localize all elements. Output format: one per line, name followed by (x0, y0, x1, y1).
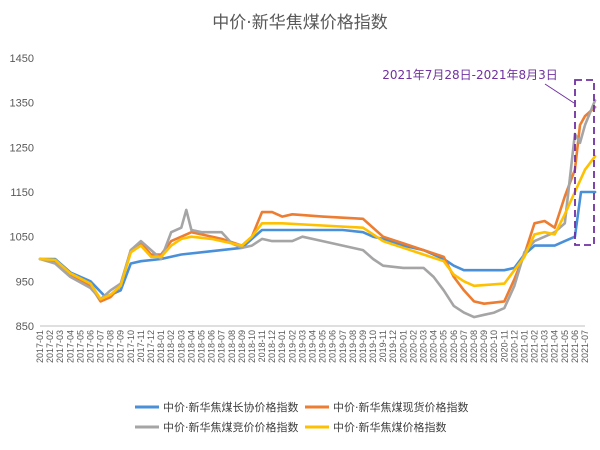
chart-title: 中价·新华焦煤价格指数 (212, 13, 387, 33)
legend-label: 中价·新华焦煤竞价价格指数 (163, 420, 299, 434)
x-tick-label: 2019-07 (338, 330, 348, 363)
x-tick-label: 2021-02 (530, 330, 540, 363)
x-tick-label: 2020-10 (489, 330, 499, 363)
y-tick-label: 1350 (10, 98, 34, 110)
x-tick-label: 2017-03 (55, 330, 65, 363)
x-tick-label: 2020-04 (429, 330, 439, 363)
x-tick-label: 2018-02 (166, 330, 176, 363)
x-tick-label: 2018-01 (156, 330, 166, 363)
x-tick-label: 2017-09 (116, 330, 126, 363)
y-tick-label: 1250 (10, 142, 34, 154)
x-tick-label: 2018-10 (247, 330, 257, 363)
y-tick-label: 850 (16, 321, 34, 333)
x-tick-label: 2019-09 (358, 330, 368, 363)
y-tick-label: 1150 (10, 187, 34, 199)
x-tick-label: 2019-08 (348, 330, 358, 363)
x-tick-label: 2017-10 (126, 330, 136, 363)
legend-label: 中价·新华焦煤现货价格指数 (333, 400, 469, 414)
x-tick-label: 2020-03 (419, 330, 429, 363)
x-tick-label: 2018-12 (267, 330, 277, 363)
annotation-leader-line (544, 83, 575, 104)
x-tick-label: 2021-01 (519, 330, 529, 363)
x-tick-label: 2018-06 (207, 330, 217, 363)
x-tick-label: 2018-03 (176, 330, 186, 363)
y-tick-label: 1450 (10, 53, 34, 65)
x-tick-label: 2017-04 (65, 330, 75, 363)
x-tick-label: 2018-07 (217, 330, 227, 363)
y-tick-label: 950 (16, 276, 34, 288)
x-tick-label: 2017-11 (136, 330, 146, 362)
x-tick-label: 2020-11 (499, 330, 509, 362)
x-tick-label: 2020-07 (459, 330, 469, 363)
x-tick-label: 2020-05 (439, 330, 449, 363)
x-tick-label: 2020-12 (509, 330, 519, 363)
legend-label: 中价·新华焦煤长协价格指数 (163, 400, 299, 414)
axes: 850 950 1050 1150 1250 1350 1450 2017-01 2017-02… (10, 53, 590, 363)
x-tick-label: 2020-01 (398, 330, 408, 363)
x-tick-label: 2019-01 (277, 330, 287, 363)
x-tick-label: 2020-06 (449, 330, 459, 363)
x-tick-label: 2017-01 (35, 330, 45, 363)
x-tick-label: 2019-02 (287, 330, 297, 363)
x-tick-label: 2019-04 (308, 330, 318, 363)
x-tick-label: 2021-06 (570, 330, 580, 363)
x-tick-label: 2019-05 (318, 330, 328, 363)
annotation-box (574, 79, 595, 246)
x-tick-label: 2019-03 (297, 330, 307, 363)
series-lines (38, 99, 597, 319)
x-tick-label: 2019-12 (388, 330, 398, 363)
x-tick-label: 2018-09 (237, 330, 247, 363)
x-tick-label: 2021-03 (540, 330, 550, 363)
x-tick-label: 2020-08 (469, 330, 479, 363)
x-tick-label: 2017-05 (75, 330, 85, 363)
series-line (38, 190, 597, 299)
legend-label: 中价·新华焦煤价格指数 (333, 420, 447, 434)
annotation-label: 2021年7月28日-2021年8月3日 (382, 68, 558, 82)
x-tick-label: 2017-08 (106, 330, 116, 363)
x-tick-label: 2019-06 (328, 330, 338, 363)
x-tick-label: 2017-06 (85, 330, 95, 363)
x-tick-label: 2017-12 (146, 330, 156, 363)
x-tick-label: 2018-08 (227, 330, 237, 363)
x-tick-label: 2020-02 (408, 330, 418, 363)
series-line (38, 155, 597, 301)
x-tick-label: 2020-09 (479, 330, 489, 363)
x-tick-label: 2019-11 (378, 330, 388, 362)
x-tick-label: 2021-07 (580, 330, 590, 363)
x-tick-label: 2018-11 (257, 330, 267, 362)
annotation: 2021年7月28日-2021年8月3日 (382, 68, 595, 246)
x-tick-label: 2021-05 (560, 330, 570, 363)
y-tick-label: 1050 (10, 232, 34, 244)
x-tick-label: 2017-02 (45, 330, 55, 363)
x-tick-label: 2018-05 (196, 330, 206, 363)
x-tick-label: 2018-04 (186, 330, 196, 363)
x-tick-label: 2019-10 (368, 330, 378, 363)
x-tick-label: 2017-07 (96, 330, 106, 363)
x-tick-label: 2021-04 (550, 330, 560, 363)
